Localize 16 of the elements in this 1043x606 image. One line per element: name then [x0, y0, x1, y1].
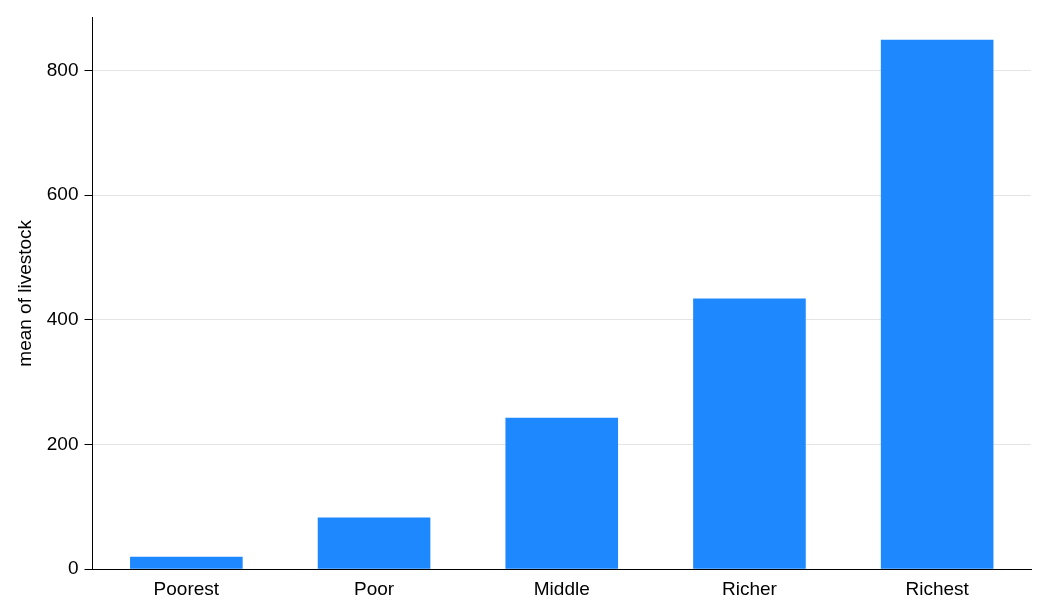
bar	[130, 556, 243, 569]
x-tick-label: Richest	[905, 577, 970, 599]
x-tick-label: Poorest	[153, 577, 220, 599]
bar	[880, 39, 994, 569]
bar	[317, 517, 431, 569]
y-tick-label: 0	[67, 557, 79, 579]
y-axis-title: mean of livestock	[13, 219, 35, 367]
x-tick-label: Poor	[353, 577, 395, 599]
y-tick-label: 600	[46, 183, 79, 205]
x-tick-label: Richer	[722, 577, 778, 599]
x-tick-label: Middle	[533, 577, 590, 599]
y-tick-label: 200	[46, 432, 79, 454]
bar	[693, 298, 806, 569]
y-tick-label: 400	[46, 308, 79, 330]
y-tick-label: 800	[46, 58, 79, 80]
bar	[505, 417, 619, 569]
